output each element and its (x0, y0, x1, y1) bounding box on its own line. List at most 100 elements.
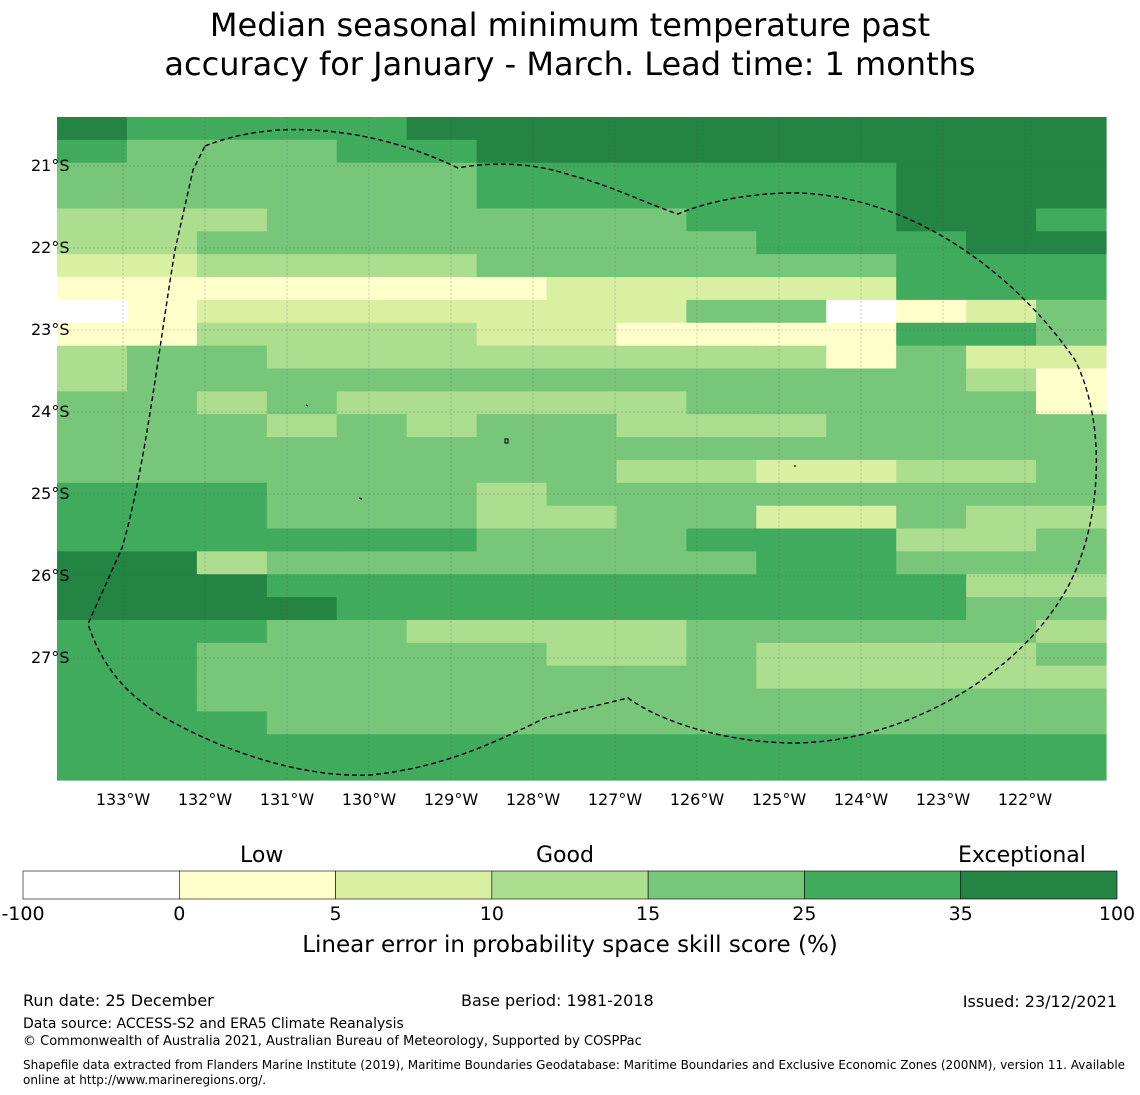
grid-cell (57, 322, 128, 347)
grid-cell (126, 482, 198, 507)
grid-cell (336, 482, 408, 507)
grid-cell (476, 665, 548, 690)
grid-cell (406, 322, 478, 347)
grid-cell (826, 368, 897, 392)
colorbar-tick-label: 25 (792, 903, 817, 925)
grid-cell (57, 368, 128, 392)
grid-cell (896, 185, 967, 210)
grid-cell (126, 185, 198, 210)
grid-cell (476, 619, 548, 644)
grid-cell (966, 139, 1037, 164)
grid-cell (546, 254, 618, 278)
grid-cell (966, 254, 1037, 278)
grid-cell (686, 459, 757, 484)
grid-cell (1036, 619, 1107, 644)
grid-cell (546, 437, 618, 461)
grid-cell (406, 437, 478, 461)
grid-cell (476, 482, 548, 507)
eez-boundary (87, 128, 1098, 776)
grid-cell (57, 528, 128, 552)
grid-cell (406, 597, 478, 621)
grid-cell (966, 757, 1037, 781)
grid-cell (476, 391, 548, 415)
grid-cell (196, 322, 268, 347)
grid-cell (896, 117, 967, 141)
grid-cell (546, 711, 618, 735)
grid-cell (616, 619, 687, 644)
grid-cell (266, 459, 338, 484)
grid-cell (616, 574, 687, 598)
grid-cell (266, 574, 338, 598)
grid-cell (196, 185, 268, 210)
grid-cell (686, 528, 757, 552)
grid-cell (756, 437, 827, 461)
grid-cell (126, 711, 198, 735)
grid-cell (616, 231, 687, 255)
graticule (57, 117, 1106, 780)
grid-cell (266, 117, 338, 141)
grid-cell (756, 277, 827, 301)
grid-cell (686, 345, 757, 370)
latitude-label: 21°S (31, 156, 70, 175)
grid-cell (57, 277, 128, 301)
longitude-label: 128°W (506, 790, 561, 809)
grid-cell (57, 734, 128, 758)
grid-cell (616, 757, 687, 781)
grid-cell (546, 299, 618, 324)
grid-cell (896, 368, 967, 392)
grid-cell (966, 665, 1037, 690)
grid-cell (406, 368, 478, 392)
grid-cell (406, 254, 478, 278)
grid-cell (266, 551, 338, 575)
grid-cell (476, 277, 548, 301)
grid-cell (1036, 574, 1107, 598)
grid-cell (826, 482, 897, 507)
grid-cell (826, 528, 897, 552)
grid-cell (826, 322, 897, 347)
grid-cell (966, 117, 1037, 141)
grid-cell (546, 322, 618, 347)
grid-cell (336, 711, 408, 735)
grid-cell (336, 688, 408, 713)
grid-cell (1036, 322, 1107, 347)
grid-cell (966, 322, 1037, 347)
grid-cell (1036, 414, 1107, 438)
grid-cell (1036, 505, 1107, 530)
grid-cell (406, 757, 478, 781)
longitude-label: 127°W (588, 790, 643, 809)
colorbar-segment (647, 870, 805, 900)
colorbar-segment (178, 870, 336, 900)
grid-cell (57, 665, 128, 690)
grid-cell (616, 597, 687, 621)
grid-cell (336, 162, 408, 187)
grid-cell (336, 734, 408, 758)
grid-cell (126, 208, 198, 232)
grid-cell (966, 482, 1037, 507)
grid-cell (826, 574, 897, 598)
grid-cell (196, 757, 268, 781)
grid-cell (966, 688, 1037, 713)
grid-cell (126, 437, 198, 461)
grid-cell (406, 139, 478, 164)
grid-cell (896, 322, 967, 347)
grid-cell (406, 414, 478, 438)
grid-cell (966, 459, 1037, 484)
grid-cell (756, 711, 827, 735)
grid-cell (896, 208, 967, 232)
grid-cell (546, 597, 618, 621)
grid-cell (57, 139, 128, 164)
grid-cell (1036, 299, 1107, 324)
grid-cell (266, 757, 338, 781)
grid-cell (756, 574, 827, 598)
grid-cell (896, 437, 967, 461)
grid-cell (616, 459, 687, 484)
grid-cell (126, 277, 198, 301)
grid-cell (826, 619, 897, 644)
grid-cell (616, 391, 687, 415)
grid-cell (406, 551, 478, 575)
grid-cell (896, 345, 967, 370)
grid-cell (546, 117, 618, 141)
grid-cell (896, 162, 967, 187)
grid-cell (616, 482, 687, 507)
grid-cell (686, 734, 757, 758)
